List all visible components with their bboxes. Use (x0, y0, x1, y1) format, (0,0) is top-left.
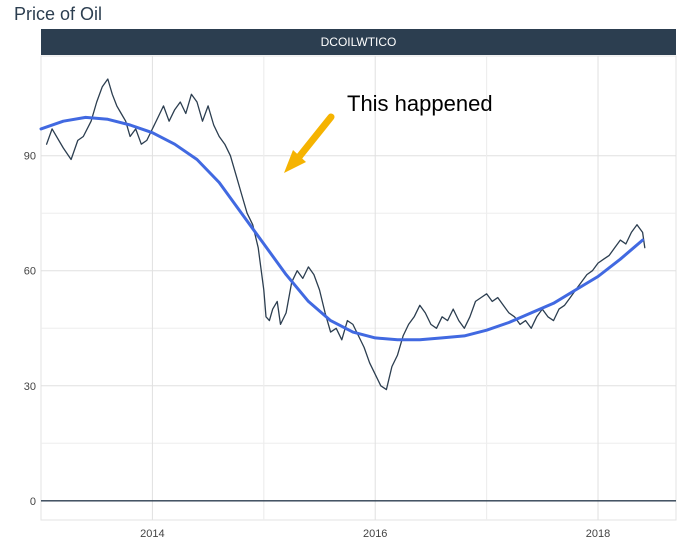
page-title: Price of Oil (14, 4, 103, 24)
panel-border (40, 55, 677, 521)
y-tick-label: 30 (24, 381, 36, 393)
series-layer (39, 78, 646, 391)
annotation-text: This happened (347, 91, 493, 116)
y-tick-label: 60 (24, 266, 36, 278)
trend-series-line (39, 115, 645, 342)
y-tick-label: 90 (24, 151, 36, 163)
tick-labels: 0 30 60 90 2014 2016 2018 (24, 151, 611, 540)
annotation-arrow-icon (284, 113, 335, 173)
x-tick-label: 2018 (586, 528, 610, 540)
x-tick-label: 2014 (140, 528, 164, 540)
facet-strip-label: DCOILWTICO (41, 29, 676, 55)
x-tick-label: 2016 (363, 528, 387, 540)
y-tick-label: 0 (30, 496, 36, 508)
price-series-line (45, 78, 646, 391)
